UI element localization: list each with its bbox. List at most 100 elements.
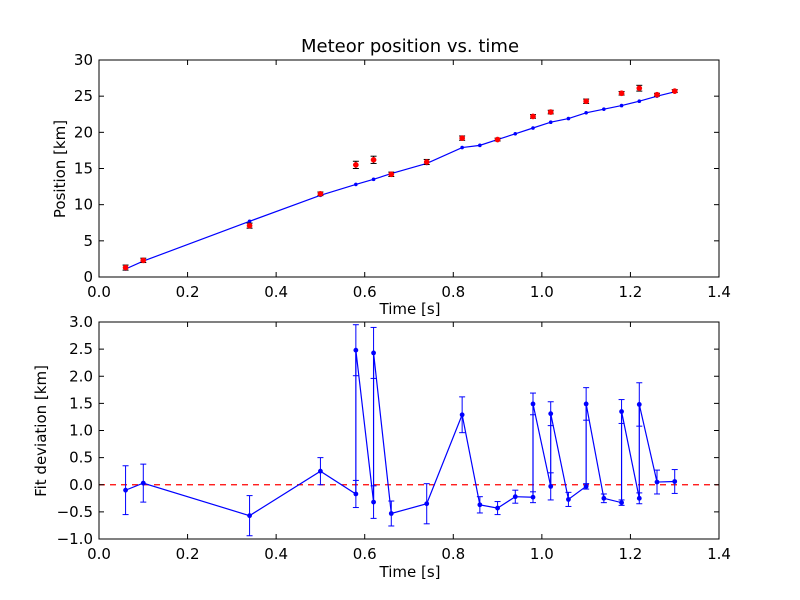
deviation-point <box>583 483 589 489</box>
deviation-x-tick-label: 0.6 <box>353 545 377 563</box>
deviation-point <box>247 513 252 519</box>
position-x-tick-label: 1.0 <box>530 283 554 301</box>
measurement-point <box>246 222 253 229</box>
position-x-tick-label: 1.4 <box>707 283 731 301</box>
deviation-x-tick-label: 1.0 <box>530 545 554 563</box>
measurement-point <box>618 90 625 97</box>
position-chart-title: Meteor position vs. time <box>301 36 519 57</box>
deviation-point <box>654 479 660 485</box>
position-x-tick-label: 0.0 <box>87 283 111 301</box>
deviation-point <box>548 411 554 417</box>
measurement-point <box>636 85 643 92</box>
deviation-point <box>477 502 483 508</box>
fit-point <box>247 219 252 224</box>
measurement-point <box>317 190 324 197</box>
position-y-tick-label: 5 <box>83 232 93 250</box>
fit-point <box>584 111 588 115</box>
deviation-point <box>530 494 536 500</box>
deviation-point <box>353 347 359 353</box>
position-x-tick-label: 0.2 <box>176 283 200 301</box>
fit-point <box>531 126 535 130</box>
deviation-chart-plot-area: 0.0 0.2 0.4 0.6 0.8 1.0 1.2 1.4 −1.0 −0.5 0.0 0.5 1.… <box>57 313 731 563</box>
deviation-y-tick-label: 1.0 <box>69 422 93 440</box>
deviation-line <box>125 350 675 517</box>
deviation-point <box>619 500 624 506</box>
deviation-point <box>672 479 678 484</box>
fit-point <box>548 120 553 125</box>
fit-point <box>371 177 376 182</box>
deviation-x-tick-label: 1.4 <box>707 545 731 563</box>
deviation-point <box>424 501 430 507</box>
fit-point <box>513 131 518 136</box>
measurement-point <box>547 109 554 115</box>
position-y-tick-label: 0 <box>83 268 93 286</box>
deviation-x-tick-label: 0.4 <box>264 545 288 563</box>
deviation-frame <box>98 321 720 540</box>
deviation-point <box>530 401 536 407</box>
position-frame <box>98 59 720 278</box>
measurement-point <box>370 156 377 163</box>
deviation-x-tick-label: 0.8 <box>441 545 465 563</box>
deviation-point <box>548 483 554 489</box>
deviation-point <box>566 496 571 502</box>
position-chart-plot-area: 0.0 0.2 0.4 0.6 0.8 1.0 1.2 1.4 0 5 10 15 20 25 30 <box>74 51 731 301</box>
position-x-tick-label: 0.4 <box>264 283 288 301</box>
deviation-point <box>583 401 589 407</box>
deviation-y-tick-label: −1.0 <box>57 530 93 548</box>
deviation-x-tick-label: 0.2 <box>176 545 200 563</box>
position-y-tick-label: 25 <box>74 87 93 105</box>
deviation-point <box>353 491 359 497</box>
deviation-point <box>459 412 465 418</box>
deviation-point <box>388 511 394 516</box>
measurement-point <box>122 264 129 271</box>
position-x-tick-label: 0.8 <box>441 283 465 301</box>
measurement-point <box>494 136 501 143</box>
measurement-point <box>388 171 395 178</box>
measurement-point <box>140 257 147 264</box>
position-chart: Meteor position vs. time 0.0 0.2 0.4 0.6 0.8… <box>51 36 731 318</box>
deviation-point <box>512 494 518 500</box>
measurement-point <box>353 162 359 168</box>
measurement-point <box>583 98 589 105</box>
measurement-point <box>671 88 678 94</box>
measurement-point <box>423 159 430 165</box>
measurement-point <box>654 91 660 98</box>
fit-point <box>478 143 482 148</box>
deviation-point <box>601 495 607 501</box>
deviation-point <box>371 350 376 356</box>
fit-point <box>354 182 358 187</box>
fit-point <box>637 99 642 104</box>
position-x-tick-label: 1.2 <box>618 283 642 301</box>
deviation-y-tick-label: 2.5 <box>69 340 93 358</box>
deviation-chart: 0.0 0.2 0.4 0.6 0.8 1.0 1.2 1.4 −1.0 −0.5 0.0 0.5 1.… <box>32 313 731 581</box>
position-y-tick-label: 30 <box>74 51 93 69</box>
position-y-tick-label: 15 <box>74 160 93 178</box>
position-y-tick-label: 10 <box>74 196 93 214</box>
deviation-x-tick-label: 0.0 <box>87 545 111 563</box>
deviation-chart-y-label: Fit deviation [km] <box>32 365 50 497</box>
deviation-point <box>636 495 642 501</box>
deviation-point <box>495 505 500 511</box>
fit-point <box>619 103 624 108</box>
deviation-point <box>636 402 642 407</box>
deviation-y-tick-label: 3.0 <box>69 313 93 331</box>
position-x-tick-label: 0.6 <box>353 283 377 301</box>
deviation-y-tick-label: 1.5 <box>69 394 93 412</box>
deviation-y-tick-label: 0.0 <box>69 476 93 494</box>
deviation-point <box>140 480 146 486</box>
fit-point <box>460 145 464 150</box>
fit-point <box>566 116 571 121</box>
deviation-y-tick-label: −0.5 <box>57 503 93 521</box>
deviation-point <box>123 487 128 493</box>
deviation-point <box>371 499 376 505</box>
deviation-y-tick-label: 0.5 <box>69 449 93 467</box>
measurement-point <box>459 135 465 141</box>
measurement-point <box>530 113 536 120</box>
deviation-point <box>619 409 624 414</box>
position-chart-y-label: Position [km] <box>51 120 69 218</box>
position-chart-x-label: Time [s] <box>379 300 441 318</box>
deviation-chart-x-label: Time [s] <box>379 563 441 581</box>
deviation-point <box>318 468 323 474</box>
